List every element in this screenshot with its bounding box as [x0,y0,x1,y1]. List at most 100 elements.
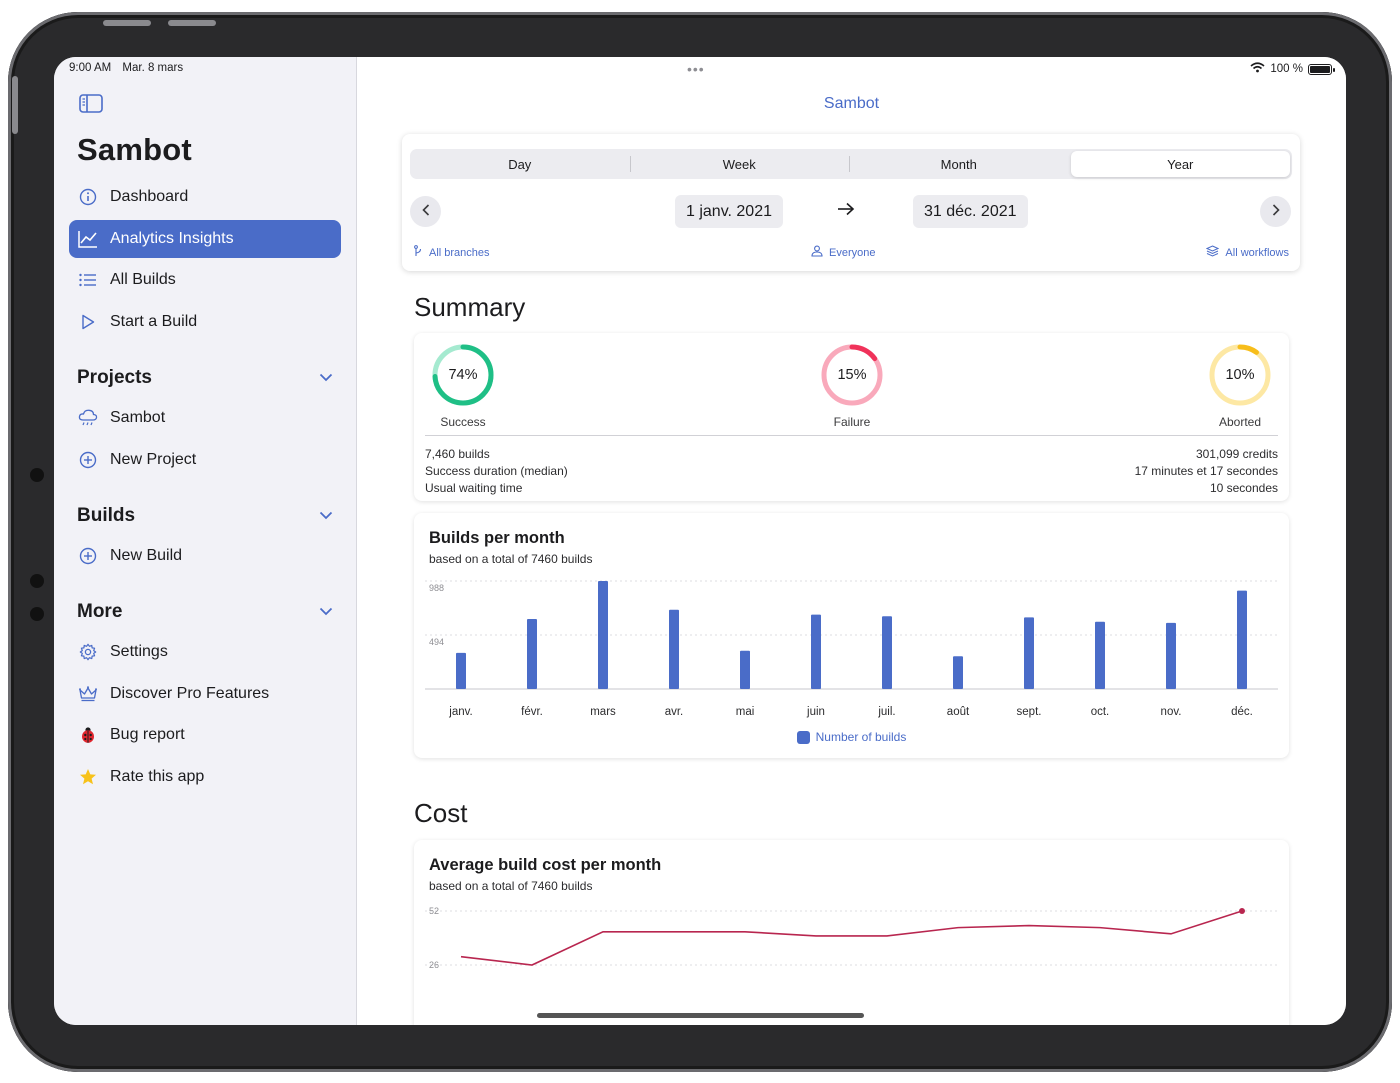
bar[interactable] [669,609,679,689]
start-date-picker[interactable]: 1 janv. 2021 [675,195,783,228]
bar[interactable] [1095,621,1105,689]
sidebar-item-analytics-insights[interactable]: Analytics Insights [69,220,341,258]
sidebar-item-start-a-build[interactable]: Start a Build [69,303,341,341]
volume-button [168,20,216,26]
screen: 9:00 AM Mar. 8 mars Sambot Dashboard Ana… [54,57,1346,1025]
info-circle-icon [78,187,98,207]
summary-card: 74% Success 15% Failure 10% Aborted 7,46… [414,333,1289,501]
section-header-builds[interactable]: Builds [77,505,333,527]
chevron-down-icon[interactable] [319,603,333,621]
success-duration-label: Success duration (median) [425,464,568,478]
success-duration-value: 17 minutes et 17 secondes [1134,464,1278,478]
bar[interactable] [811,614,821,689]
period-segmented-control: Day Week Month Year [410,149,1292,179]
data-point[interactable] [1239,908,1245,914]
x-tick-label: oct. [1091,706,1110,718]
sidebar-item-rate-app[interactable]: Rate this app [69,758,341,796]
chart-subtitle: based on a total of 7460 builds [429,879,593,893]
x-tick-label: mai [736,706,755,718]
waiting-time-value: 10 secondes [1209,481,1278,495]
bar[interactable] [882,616,892,689]
chevron-down-icon[interactable] [319,369,333,387]
previous-period-button[interactable] [410,196,441,227]
section-title: More [77,601,123,622]
sidebar-item-all-builds[interactable]: All Builds [69,261,341,299]
segment-month[interactable]: Month [849,149,1069,179]
workflows-filter[interactable]: All workflows [1206,245,1289,260]
build-cost-card: Average build cost per month based on a … [414,840,1289,1025]
x-tick-label: avr. [665,706,684,718]
sidebar-item-label: Settings [110,643,168,660]
ring-progress [821,344,883,406]
sidebar-item-dashboard[interactable]: Dashboard [69,178,341,216]
y-tick-label: 988 [429,583,444,593]
bar[interactable] [953,656,963,689]
chart-title: Average build cost per month [429,856,662,874]
battery-percent: 100 % [1270,63,1303,75]
section-header-projects[interactable]: Projects [77,367,333,389]
cost-series-line [460,910,1243,966]
chevron-left-icon [421,203,430,221]
divider [425,435,1278,436]
next-period-button[interactable] [1260,196,1291,227]
sidebar-item-label: Analytics Insights [110,230,234,247]
chart-legend[interactable]: Number of builds [414,730,1289,744]
plus-circle-icon [78,546,98,566]
bar[interactable] [1024,617,1034,689]
x-tick-label: févr. [521,706,543,718]
sidebar-item-settings[interactable]: Settings [69,633,341,671]
segment-year[interactable]: Year [1070,151,1290,177]
x-tick-label: juin [806,706,825,718]
layers-icon [1206,245,1220,260]
summary-stats-labels: 7,460 builds Success duration (median) U… [425,446,568,497]
bar[interactable] [527,619,537,689]
bar[interactable] [598,581,608,689]
chevron-down-icon[interactable] [319,507,333,525]
star-icon [78,767,98,787]
sidebar-item-new-project[interactable]: New Project [69,441,341,479]
status-date: Mar. 8 mars [122,62,184,74]
camera-sensor [30,574,44,588]
section-title: Builds [77,505,136,526]
sidebar-item-project-sambot[interactable]: Sambot [69,399,341,437]
camera-sensor [30,607,44,621]
ring-progress [1209,344,1271,406]
sidebar-item-discover-pro[interactable]: Discover Pro Features [69,675,341,713]
sidebar-toggle-icon[interactable] [79,94,103,113]
nav-title: Sambot [823,95,880,112]
y-tick-label: 52 [429,906,439,916]
x-tick-label: août [947,706,970,718]
bar[interactable] [1166,622,1176,689]
chart-title: Builds per month [429,529,565,547]
y-tick-label: 494 [429,637,444,647]
home-indicator[interactable] [537,1013,864,1018]
aborted-percent: 10% [1225,367,1255,383]
builds-bar-chart: 494 988 janv. févr. mars avr. mai juin juil. août… [425,580,1278,718]
camera-sensor [30,468,44,482]
end-date-picker[interactable]: 31 déc. 2021 [913,195,1028,228]
gear-icon [78,642,98,662]
sidebar-item-bug-report[interactable]: Bug report [69,716,341,754]
branches-filter[interactable]: All branches [414,245,490,260]
aborted-ring: 10% Aborted [1200,343,1280,429]
x-tick-label: juil. [877,706,895,718]
top-button [12,76,18,134]
sidebar-item-new-build[interactable]: New Build [69,537,341,575]
section-header-more[interactable]: More [77,601,333,623]
total-builds: 7,460 builds [425,447,490,461]
bar[interactable] [1237,590,1247,689]
multitasking-dots-icon[interactable]: ••• [687,61,705,77]
users-filter[interactable]: Everyone [811,245,875,260]
segment-week[interactable]: Week [629,149,850,179]
sidebar-item-label: New Project [110,451,197,468]
bar[interactable] [456,652,466,689]
segment-day[interactable]: Day [508,156,532,172]
crown-icon [78,684,98,704]
battery-icon [1308,63,1335,75]
x-tick-label: janv. [448,706,472,718]
y-tick-label: 26 [429,960,439,970]
chevron-right-icon [1272,203,1280,221]
sidebar-item-label: Bug report [110,726,185,743]
chart-subtitle: based on a total of 7460 builds [429,552,593,566]
bar[interactable] [740,650,750,689]
